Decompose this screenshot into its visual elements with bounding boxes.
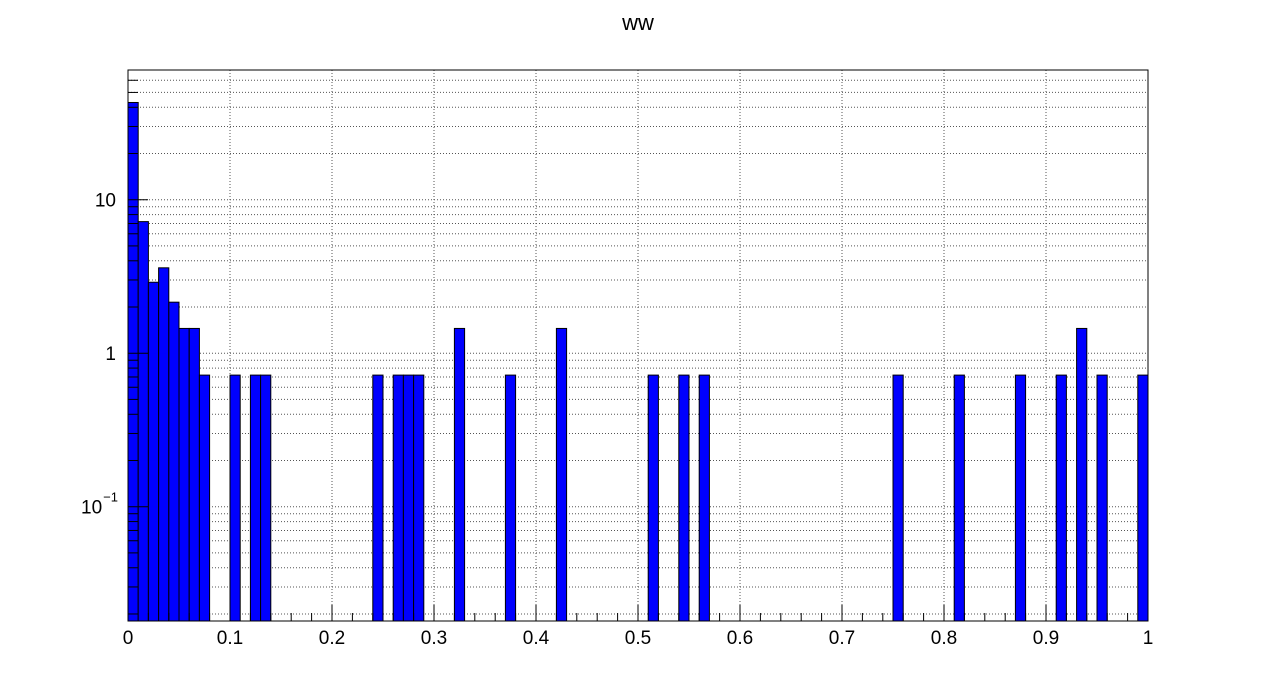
histogram-bar <box>158 267 170 622</box>
x-tick-label: 0.5 <box>625 628 651 649</box>
histogram-bar <box>198 374 211 622</box>
histogram-bar <box>1096 374 1108 622</box>
x-tick-label: 0.8 <box>931 628 957 649</box>
histogram-bar <box>392 374 404 622</box>
histogram-bar <box>1055 374 1067 622</box>
y-tick-label: 1 <box>105 344 116 365</box>
histogram-bar <box>260 374 272 622</box>
histogram-bar <box>413 374 425 622</box>
x-tick-label: 1 <box>1143 628 1154 649</box>
x-tick-label: 0.7 <box>829 628 855 649</box>
axes <box>127 69 1149 621</box>
histogram-bar <box>953 374 965 622</box>
grid-lines <box>128 69 1148 621</box>
histogram-bar <box>647 374 659 622</box>
histogram-bar <box>372 374 384 622</box>
histogram-bar <box>698 374 710 622</box>
histogram-bar <box>1014 374 1027 622</box>
y-tick-label-exponent: −1 <box>103 490 118 505</box>
x-tick-label: 0.1 <box>217 628 243 649</box>
histogram-bar <box>127 101 139 622</box>
histogram-bar <box>137 221 149 622</box>
x-tick-label: 0.2 <box>319 628 345 649</box>
histogram-bar <box>504 374 517 622</box>
x-tick-label: 0.9 <box>1033 628 1059 649</box>
histogram-bar <box>555 327 568 622</box>
x-tick-label: 0.4 <box>523 628 550 649</box>
histogram-bar <box>1137 374 1149 622</box>
histogram-bar <box>1076 327 1088 622</box>
histogram-bar <box>147 281 160 622</box>
histogram-bar <box>168 301 180 622</box>
chart-title: ww <box>621 10 654 35</box>
histogram-bar <box>453 327 466 622</box>
histogram-bar <box>178 327 190 622</box>
histogram-bar <box>402 374 415 622</box>
y-tick-label: 10 <box>81 498 102 519</box>
histogram-bar <box>678 374 690 622</box>
histogram-bar <box>229 374 241 622</box>
y-tick-label: 10 <box>95 191 116 212</box>
x-tick-label: 0.6 <box>727 628 753 649</box>
histogram-bar <box>188 327 200 622</box>
histogram-bars <box>127 101 1149 622</box>
x-tick-label: 0 <box>123 628 134 649</box>
histogram-bar <box>892 374 904 622</box>
histogram-bar <box>249 374 262 622</box>
x-tick-label: 0.3 <box>421 628 447 649</box>
